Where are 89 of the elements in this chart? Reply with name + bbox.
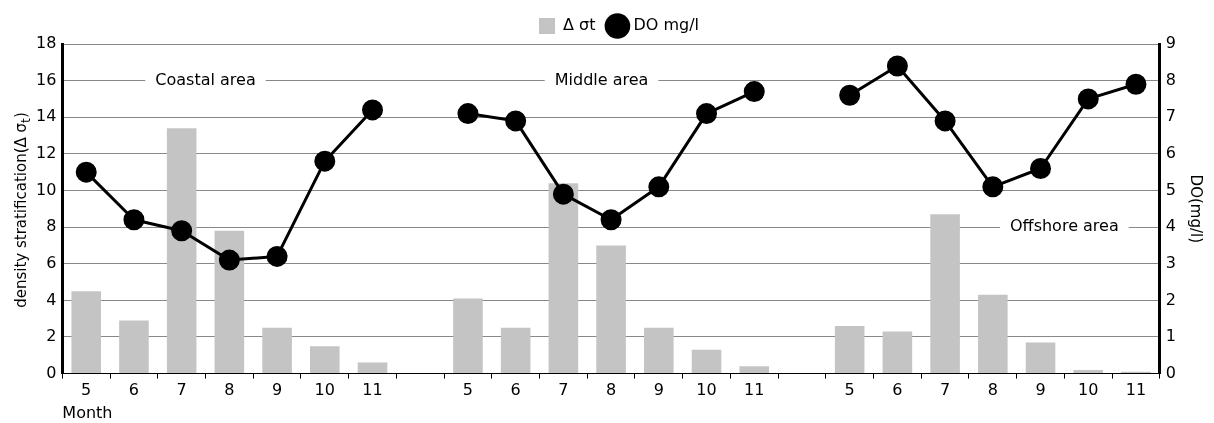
point [457, 103, 479, 125]
y-tick-label: 0 [46, 362, 57, 382]
bar [71, 291, 102, 374]
y-tick-label: 6 [46, 252, 57, 272]
annotation: Middle area [554, 69, 649, 89]
x-tick-label: 5 [81, 380, 92, 400]
point [982, 176, 1004, 198]
x-tick-label: 9 [271, 380, 283, 400]
point [362, 99, 384, 121]
y-tick-label: 4 [46, 289, 57, 309]
annotation: Coastal area [155, 69, 256, 89]
y2-tick-label: 7 [1165, 106, 1177, 126]
bar [262, 327, 292, 374]
y2-tick-label: 8 [1165, 69, 1177, 89]
y-tick-label: 12 [36, 143, 57, 163]
point [600, 209, 622, 231]
x-tick-label: 5 [462, 380, 474, 400]
x-tick-label: 8 [224, 380, 235, 400]
bar [739, 366, 770, 374]
point [218, 249, 240, 271]
y2-tick-label: 1 [1165, 326, 1177, 346]
x-tick-label: 5 [844, 380, 855, 400]
x-tick-label: 6 [510, 380, 521, 400]
point [696, 103, 718, 125]
point [171, 220, 193, 242]
y2-tick-label: 2 [1165, 289, 1177, 309]
y2-axis-title: DO(mg/l) [1187, 174, 1206, 244]
point [314, 150, 336, 172]
bar [214, 230, 245, 374]
bar [644, 327, 674, 374]
x-tick-label: 7 [940, 380, 951, 400]
x-tick-label: 11 [362, 380, 383, 400]
y-tick-label: 10 [36, 179, 57, 199]
x-tick-label: 9 [1035, 380, 1046, 400]
x-tick-label: 6 [892, 380, 903, 400]
y2-tick-label: 5 [1165, 179, 1177, 199]
bar [1025, 342, 1056, 374]
bar [500, 327, 531, 374]
x-tick-label: 8 [606, 380, 617, 400]
y2-tick-label: 0 [1165, 362, 1177, 382]
y-tick-label: 16 [36, 69, 57, 89]
bar [310, 346, 340, 374]
y-tick-label: 2 [46, 326, 57, 346]
bar [834, 325, 865, 374]
x-tick-label: 6 [128, 380, 140, 400]
annotation: Offshore area [1010, 216, 1119, 236]
legend-label: Δ σt [562, 15, 596, 35]
bar [548, 183, 579, 374]
y2-tick-label: 6 [1165, 143, 1177, 163]
point [934, 110, 956, 132]
bar [166, 128, 197, 374]
point [1077, 88, 1099, 110]
bar [119, 320, 149, 374]
y-tick-label: 18 [36, 33, 57, 53]
bar [357, 362, 388, 374]
bar [882, 331, 913, 374]
x-tick-label: 7 [176, 380, 187, 400]
y2-tick-label: 9 [1165, 33, 1177, 53]
x-tick-label: 8 [987, 380, 998, 400]
x-tick-label: 10 [314, 380, 335, 400]
bar [691, 349, 722, 374]
legend-label: DO mg/l [633, 15, 700, 35]
point [743, 81, 765, 103]
point [648, 176, 670, 198]
x-tick-label: 11 [1125, 380, 1147, 400]
point [266, 245, 288, 267]
bar [596, 245, 626, 374]
x-tick-label: 7 [558, 380, 569, 400]
point [75, 161, 97, 183]
x-tick-label: 11 [744, 380, 765, 400]
x-axis-title: Month [62, 402, 113, 422]
y2-tick-label: 4 [1165, 216, 1177, 236]
bar [453, 298, 483, 374]
x-tick-label: 9 [653, 380, 664, 400]
point [1125, 73, 1147, 95]
bar [930, 214, 960, 374]
x-tick-label: 10 [696, 380, 717, 400]
y-tick-label: 14 [36, 106, 57, 126]
point [123, 209, 145, 231]
point [839, 84, 861, 106]
bar [1073, 369, 1104, 374]
y2-tick-label: 3 [1165, 252, 1177, 272]
x-tick-label: 10 [1078, 380, 1099, 400]
y-tick-label: 8 [46, 216, 57, 236]
point [552, 183, 574, 205]
point [886, 55, 908, 77]
bar [978, 294, 1008, 374]
point [1030, 158, 1052, 180]
point [505, 110, 527, 132]
